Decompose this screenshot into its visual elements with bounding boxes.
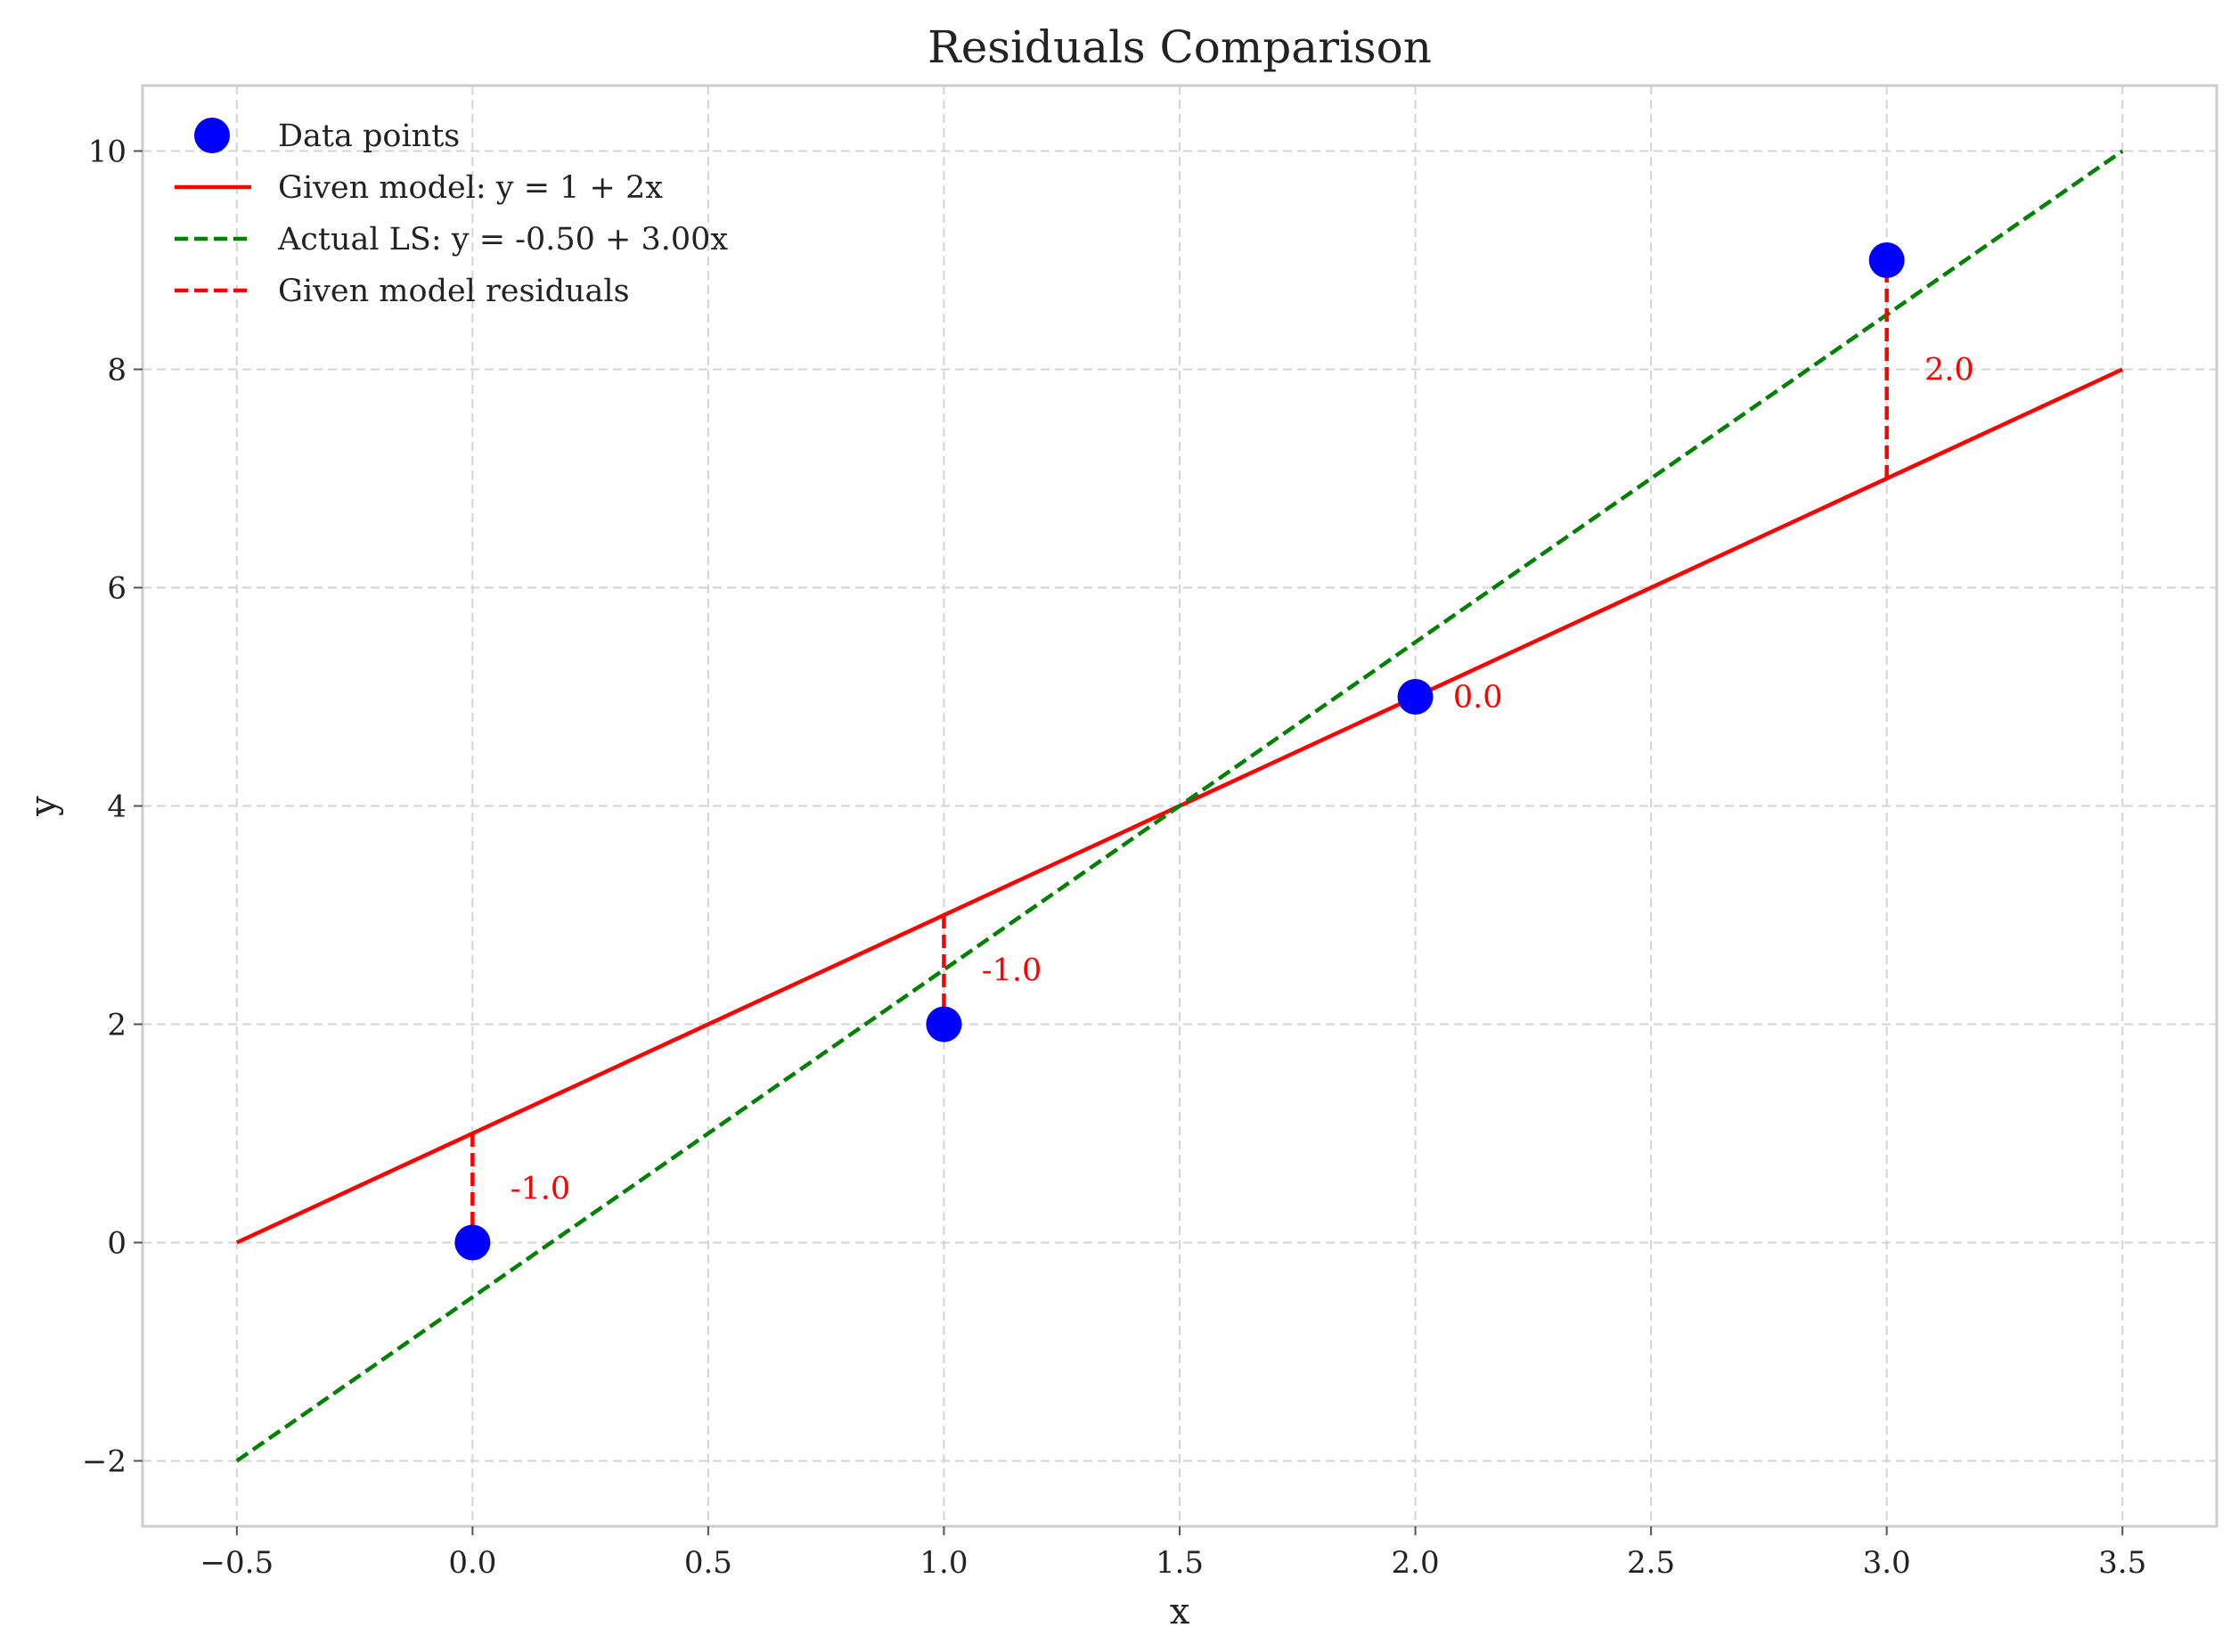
y-tick-label: 10: [88, 135, 127, 170]
x-axis-label: x: [1170, 1591, 1190, 1632]
plot-area: -1.0 -1.0 0.0 2.0: [235, 149, 2124, 1463]
x-tick-label: 3.0: [1863, 1545, 1911, 1581]
x-tick-label: 0.5: [684, 1545, 732, 1581]
residual-annotation: -1.0: [511, 1171, 571, 1206]
legend-label: Given model: y = 1 + 2x: [278, 170, 663, 206]
legend-label: Given model residuals: [278, 274, 630, 309]
x-tick-label: 0.0: [448, 1545, 496, 1581]
x-tick-label: 2.5: [1627, 1545, 1675, 1581]
x-tick-label: 3.5: [2098, 1545, 2146, 1581]
data-point: [1397, 679, 1434, 715]
ls-fit-line: [235, 149, 2124, 1463]
chart-title: Residuals Comparison: [927, 21, 1432, 73]
data-point: [1868, 242, 1905, 278]
residual-annotation: -1.0: [982, 953, 1042, 988]
y-tick-label: 6: [107, 571, 127, 607]
y-tick-label: 8: [107, 353, 127, 388]
x-tick-label: 2.0: [1392, 1545, 1440, 1581]
data-point: [454, 1224, 491, 1261]
legend: Data points Given model: y = 1 + 2x Actual…: [175, 118, 728, 309]
y-tick-label: 4: [107, 789, 127, 825]
legend-label: Actual LS: y = -0.50 + 3.00x: [277, 222, 728, 258]
x-tick-label: 1.0: [919, 1545, 968, 1581]
legend-label: Data points: [278, 119, 460, 154]
residual-annotation: 2.0: [1924, 353, 1974, 388]
x-tick-label: 1.5: [1156, 1545, 1204, 1581]
y-tick-label: 2: [107, 1008, 127, 1043]
y-tick-label: 0: [107, 1226, 127, 1262]
data-point: [926, 1006, 962, 1043]
x-tick-label: −0.5: [200, 1545, 274, 1581]
residual-annotation: 0.0: [1453, 680, 1503, 716]
ticks: −0.5 0.0 0.5 1.0 1.5 2.0 2.5 3.0 3.5 −2 0 2 4 6 8 10: [82, 135, 2146, 1582]
y-tick-label: −2: [82, 1444, 127, 1480]
legend-marker-data-points: [194, 118, 230, 153]
y-axis-label: y: [23, 796, 64, 817]
